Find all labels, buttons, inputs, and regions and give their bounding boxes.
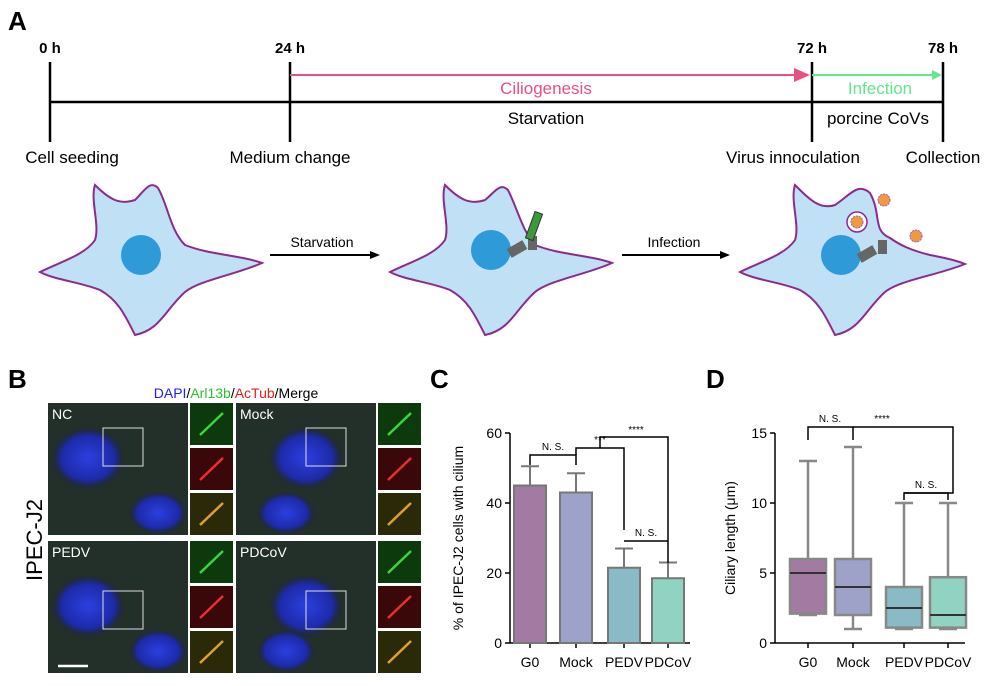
y-tick-label: 5 xyxy=(759,565,767,581)
cilium-signal xyxy=(387,550,412,574)
x-tick-label: PEDV xyxy=(605,654,644,670)
significance-bracket xyxy=(599,436,669,563)
nucleus xyxy=(821,235,861,275)
roi xyxy=(102,427,144,467)
event-label: Medium change xyxy=(230,148,351,167)
phase-label: Ciliogenesis xyxy=(500,79,592,98)
significance-bracket xyxy=(807,426,854,440)
nucleus-stain xyxy=(128,491,188,535)
y-tick-label: 20 xyxy=(486,565,502,581)
stain: Arl13b xyxy=(190,385,231,401)
x-tick-label: G0 xyxy=(799,654,818,670)
significance-label: **** xyxy=(874,414,890,425)
nucleus-stain xyxy=(50,426,126,490)
arrow-head xyxy=(720,251,730,259)
y-tick-label: 0 xyxy=(759,635,767,651)
significance-label: N. S. xyxy=(542,442,564,453)
time-label: 0 h xyxy=(39,40,61,57)
bar xyxy=(513,484,547,644)
condition-label: PDCoV xyxy=(240,544,287,560)
time-label: 24 h xyxy=(275,40,305,57)
significance-label: N. S. xyxy=(819,414,841,425)
bar xyxy=(559,491,593,644)
stain: AcTub xyxy=(235,385,275,401)
x-tick-label: G0 xyxy=(521,654,540,670)
significance-bracket xyxy=(529,454,577,465)
x-tick-label: Mock xyxy=(836,654,870,670)
nucleus xyxy=(471,230,511,270)
phase-label: Infection xyxy=(848,79,912,98)
stain: DAPI xyxy=(154,385,187,401)
condition-label: PEDV xyxy=(52,544,91,560)
x-tick-label: PDCoV xyxy=(925,654,972,670)
y-tick-label: 60 xyxy=(486,425,502,441)
time-label: 78 h xyxy=(928,40,958,57)
cilium-signal xyxy=(387,457,412,481)
cell-line-label: IPEC-J2 xyxy=(22,499,47,581)
roi xyxy=(305,590,347,630)
panel-label: B xyxy=(8,364,27,394)
step-label: Infection xyxy=(648,234,701,250)
x-tick-label: PEDV xyxy=(885,654,924,670)
phase-label: porcine CoVs xyxy=(827,109,929,128)
arrow-head xyxy=(794,68,810,82)
cilium-signal xyxy=(199,502,224,526)
stain: /Merge xyxy=(275,385,319,401)
y-tick-label: 10 xyxy=(751,495,767,511)
roi xyxy=(102,590,144,630)
box xyxy=(788,557,828,615)
cilium-signal xyxy=(387,502,412,526)
y-tick-label: 0 xyxy=(494,635,502,651)
y-axis-title: % of IPEC-J2 cells with cilium xyxy=(450,446,466,630)
step-label: Starvation xyxy=(290,234,353,250)
nucleus-stain xyxy=(128,629,188,673)
event-label: Virus innoculation xyxy=(726,148,860,167)
nucleus xyxy=(121,235,161,275)
panel-label: A xyxy=(8,6,27,36)
micrographs: NC Mock PEDV PDCoV xyxy=(48,403,421,673)
x-tick-label: Mock xyxy=(559,654,593,670)
bar xyxy=(607,566,641,644)
cilium-signal xyxy=(199,550,224,574)
nucleus-stain xyxy=(256,629,316,673)
cilium-signal xyxy=(387,412,412,436)
condition-label: NC xyxy=(52,406,72,422)
event-label: Collection xyxy=(906,148,981,167)
cilium-signal xyxy=(387,595,412,619)
y-tick-label: 15 xyxy=(751,425,767,441)
y-axis-title: Ciliary length (μm) xyxy=(722,481,738,595)
panel-label: C xyxy=(430,364,449,394)
cilium-signal xyxy=(199,412,224,436)
cilium xyxy=(506,193,923,263)
x-tick-label: PDCoV xyxy=(645,654,692,670)
box xyxy=(928,575,968,629)
bar xyxy=(651,577,685,644)
significance-label: N. S. xyxy=(915,480,937,491)
roi xyxy=(305,427,347,467)
phase-label: Starvation xyxy=(508,109,585,128)
event-label: Cell seeding xyxy=(25,148,119,167)
cilium-signal xyxy=(199,640,224,664)
panel-label: D xyxy=(706,364,725,394)
cilium-signal xyxy=(199,457,224,481)
condition-label: Mock xyxy=(240,406,274,422)
significance-bracket xyxy=(903,492,949,500)
nucleus-stain xyxy=(256,491,316,535)
time-label: 72 h xyxy=(797,40,827,57)
stain: / xyxy=(231,385,235,401)
stain: / xyxy=(186,385,190,401)
nucleus-stain xyxy=(50,574,126,638)
cilium-signal xyxy=(387,640,412,664)
cilium-signal xyxy=(199,595,224,619)
significance-label: N. S. xyxy=(635,528,657,539)
y-tick-label: 40 xyxy=(486,495,502,511)
arrow-head xyxy=(932,70,942,80)
stain-legend: DAPI/Arl13b/AcTub/Merge xyxy=(154,385,319,401)
significance-label: **** xyxy=(628,425,644,436)
arrow-head xyxy=(370,251,380,259)
significance-bracket xyxy=(853,426,954,494)
